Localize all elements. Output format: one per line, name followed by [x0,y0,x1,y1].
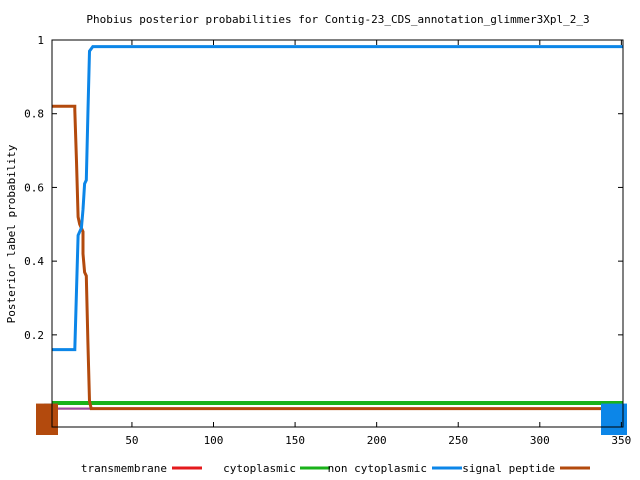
chart-title: Phobius posterior probabilities for Cont… [86,13,589,26]
series-line-signal-peptide [52,104,623,411]
series-end-marker-left-brown [36,403,58,435]
plot-frame [51,39,624,428]
x-tick-label: 100 [204,434,224,447]
series-end-marker-right-blue [601,403,627,435]
x-tick-label: 50 [125,434,138,447]
legend-label: non cytoplasmic [328,462,427,475]
series-line-unlabeled-4 [52,45,623,352]
legend: transmembrane cytoplasmic non cytoplasmic s… [81,462,590,475]
y-tick-label: 0.8 [24,108,44,121]
x-tick-label: 150 [285,434,305,447]
legend-label: signal peptide [462,462,555,475]
plot-area [36,45,627,435]
x-tick-label: 200 [367,434,387,447]
x-tick-label: 350 [611,434,631,447]
y-tick-label: 0.2 [24,329,44,342]
legend-label: cytoplasmic [223,462,296,475]
y-tick-label: 0.6 [24,181,44,194]
legend-label: transmembrane [81,462,167,475]
y-axis-label: Posterior label probability [5,144,18,323]
y-tick-label: 0.4 [24,255,44,268]
y-tick-label: 1 [37,34,44,47]
x-tick-label: 250 [448,434,468,447]
x-tick-label: 300 [530,434,550,447]
axes: 50 100 150 200 250 300 350 0.2 0.4 0.6 0.8 1 [24,34,631,447]
